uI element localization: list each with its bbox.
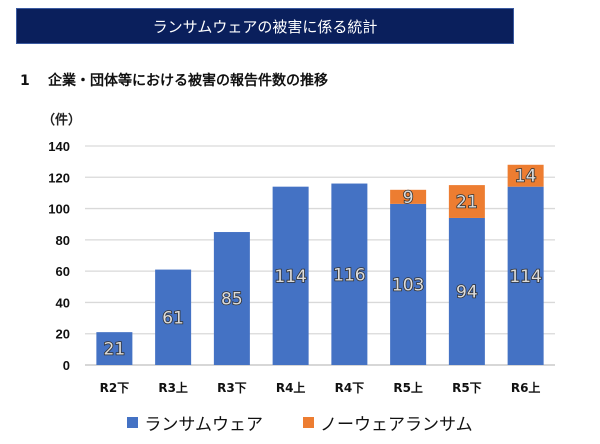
data-label: 21 [104, 340, 126, 360]
x-tick-label: R4下 [335, 381, 365, 395]
data-label: 9 [403, 188, 414, 208]
bar-ransomware [390, 203, 427, 365]
data-label: 103 [392, 275, 424, 295]
data-label: 114 [274, 267, 306, 287]
bars: 21 61 85 114 116 103 9 94 21 114 14 [96, 164, 544, 365]
bar-ransomware [213, 232, 250, 365]
y-tick-label: 20 [56, 327, 70, 342]
section-heading: 1 企業・団体等における被害の報告件数の推移 [20, 70, 328, 90]
x-tick-label: R3上 [158, 380, 188, 395]
y-axis-unit-label: （件） [42, 113, 82, 128]
legend-swatch-ransomware [127, 417, 139, 428]
x-axis-ticks: R2下 R3上 R3下 R4上 R4下 R5上 R5下 R6上 [100, 380, 541, 395]
bar-ransomware [448, 217, 485, 365]
page-banner: ランサムウェアの被害に係る統計 [16, 8, 514, 44]
y-tick-label: 60 [56, 264, 70, 279]
bar-ransomware [155, 269, 192, 365]
bar-ransomware [96, 332, 133, 365]
y-tick-label: 100 [48, 202, 70, 217]
y-tick-label: 120 [48, 170, 70, 185]
x-tick-label: R6上 [511, 380, 541, 395]
bar-ransomware [272, 186, 309, 365]
legend-item-noware-ransom: ノーウェアランサム [303, 410, 473, 435]
bar-noware-ransom [390, 189, 427, 204]
y-tick-label: 80 [56, 233, 70, 248]
y-tick-label: 40 [56, 295, 70, 310]
y-axis-ticks: 0 20 40 60 80 100 120 140 [48, 139, 70, 373]
x-tick-label: R2下 [100, 381, 130, 395]
x-tick-label: R5下 [452, 381, 482, 395]
data-label: 94 [456, 282, 478, 302]
data-label: 21 [456, 193, 478, 213]
section-title: 企業・団体等における被害の報告件数の推移 [48, 73, 328, 89]
x-tick-label: R5上 [393, 380, 423, 395]
data-label: 116 [333, 265, 365, 285]
legend-swatch-noware-ransom [303, 417, 314, 428]
x-tick-label: R4上 [276, 380, 306, 395]
data-label: 114 [509, 267, 541, 287]
bar-ransomware [507, 186, 544, 365]
bar-ransomware [331, 183, 368, 365]
legend-item-ransomware: ランサムウェア [127, 410, 263, 435]
bar-noware-ransom [448, 185, 485, 218]
banner-title: ランサムウェアの被害に係る統計 [152, 17, 378, 36]
legend-label: ノーウェアランサム [320, 415, 473, 435]
data-label: 61 [162, 308, 184, 328]
legend: ランサムウェア ノーウェアランサム [0, 410, 600, 435]
y-tick-label: 0 [63, 358, 70, 373]
y-tick-label: 140 [48, 139, 70, 154]
x-tick-label: R3下 [217, 381, 247, 395]
data-label: 14 [515, 167, 537, 187]
data-label: 85 [221, 290, 243, 310]
bar-noware-ransom [507, 164, 544, 187]
section-number: 1 [20, 73, 30, 89]
legend-label: ランサムウェア [144, 415, 263, 435]
